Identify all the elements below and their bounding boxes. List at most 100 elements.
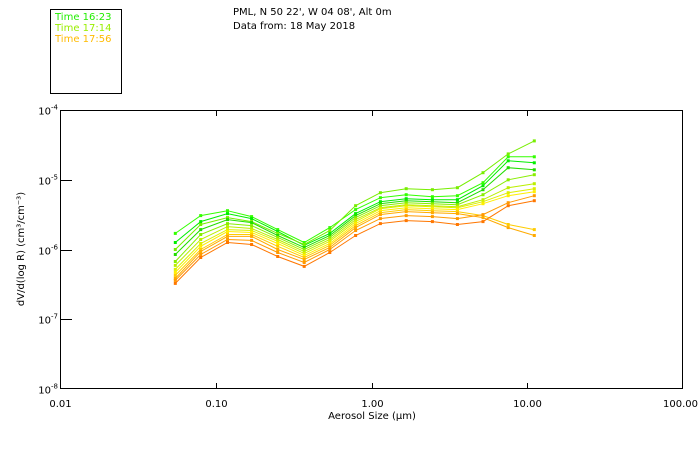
data-point bbox=[481, 181, 485, 185]
data-point bbox=[250, 229, 254, 232]
data-point bbox=[354, 234, 358, 237]
data-point bbox=[532, 199, 536, 203]
data-point bbox=[302, 246, 306, 249]
data-point bbox=[404, 208, 408, 212]
data-point bbox=[276, 242, 280, 245]
data-point bbox=[455, 203, 459, 207]
data-point bbox=[455, 201, 459, 205]
data-point bbox=[328, 251, 332, 254]
data-point bbox=[532, 161, 536, 165]
data-point bbox=[276, 255, 280, 258]
data-point bbox=[199, 256, 203, 259]
data-point bbox=[506, 155, 510, 159]
data-point bbox=[173, 231, 177, 235]
data-point bbox=[276, 235, 280, 239]
data-point bbox=[378, 207, 382, 211]
data-point bbox=[532, 190, 536, 194]
data-point bbox=[226, 241, 229, 244]
data-point bbox=[199, 238, 203, 241]
data-point bbox=[532, 234, 536, 237]
data-point bbox=[302, 243, 306, 246]
x-tick-label: 0.10 bbox=[205, 399, 227, 410]
data-point bbox=[378, 204, 382, 208]
data-point bbox=[430, 202, 434, 206]
data-point bbox=[354, 226, 358, 230]
data-point bbox=[378, 222, 382, 226]
chart-date: Data from: 18 May 2018 bbox=[233, 21, 355, 32]
data-point bbox=[173, 273, 177, 277]
data-point bbox=[250, 243, 254, 246]
data-point bbox=[302, 261, 306, 264]
data-point bbox=[532, 139, 536, 143]
x-axis: 0.01 0.10 1.00 10.00 100.00 bbox=[49, 110, 698, 410]
data-point bbox=[455, 208, 459, 212]
data-point bbox=[199, 228, 203, 232]
data-point bbox=[532, 182, 536, 186]
data-point bbox=[199, 242, 203, 245]
data-point bbox=[328, 243, 332, 247]
data-point bbox=[328, 234, 332, 237]
data-point bbox=[226, 233, 229, 236]
data-point bbox=[481, 213, 485, 217]
data-point bbox=[328, 226, 332, 230]
data-point bbox=[276, 244, 280, 248]
data-point bbox=[199, 223, 203, 226]
data-point bbox=[378, 200, 382, 204]
data-point bbox=[506, 204, 510, 208]
y-axis: 10-4 10-5 10-6 10-7 10-8 bbox=[38, 104, 72, 397]
x-tick-label: 10.00 bbox=[513, 399, 542, 410]
data-point bbox=[481, 171, 485, 175]
data-point bbox=[250, 221, 254, 225]
data-point bbox=[199, 248, 203, 251]
data-point bbox=[455, 210, 459, 214]
data-point bbox=[506, 152, 510, 156]
data-point bbox=[226, 225, 229, 229]
data-point bbox=[354, 220, 358, 224]
data-point bbox=[276, 228, 280, 232]
data-point bbox=[328, 246, 332, 249]
data-point bbox=[199, 233, 203, 236]
data-point bbox=[226, 212, 229, 216]
data-point bbox=[302, 258, 306, 261]
data-point bbox=[430, 207, 434, 211]
data-point bbox=[481, 220, 485, 224]
series-group bbox=[173, 139, 536, 285]
data-point bbox=[378, 217, 382, 221]
data-point bbox=[354, 218, 358, 222]
data-point bbox=[250, 231, 254, 234]
data-point bbox=[430, 215, 434, 219]
data-point bbox=[481, 188, 485, 192]
x-tick-label: 1.00 bbox=[361, 399, 383, 410]
data-point bbox=[302, 248, 306, 251]
data-point bbox=[302, 241, 306, 244]
legend-entry-2: Time 17:56 bbox=[54, 34, 111, 45]
data-point bbox=[354, 214, 358, 218]
data-point bbox=[532, 187, 536, 191]
data-point bbox=[302, 256, 306, 259]
data-point bbox=[173, 253, 177, 256]
data-point bbox=[250, 238, 254, 242]
data-point bbox=[354, 224, 358, 228]
data-point bbox=[481, 202, 485, 206]
data-point bbox=[404, 201, 408, 205]
data-point bbox=[199, 214, 203, 218]
data-point bbox=[354, 208, 358, 212]
data-point bbox=[455, 217, 459, 221]
data-point bbox=[302, 250, 306, 253]
data-point bbox=[378, 202, 382, 206]
data-point bbox=[302, 254, 306, 257]
data-point bbox=[430, 195, 434, 199]
data-point bbox=[354, 212, 358, 216]
x-tick-label: 0.01 bbox=[49, 399, 71, 410]
data-point bbox=[173, 267, 177, 271]
series-line-7 bbox=[174, 191, 535, 273]
data-point bbox=[378, 213, 382, 217]
x-axis-label: Aerosol Size (μm) bbox=[328, 411, 416, 422]
data-point bbox=[506, 166, 510, 170]
data-point bbox=[302, 264, 306, 268]
data-point bbox=[173, 276, 177, 280]
legend-entry-1: Time 17:14 bbox=[54, 23, 111, 34]
data-point bbox=[226, 238, 229, 241]
data-point bbox=[199, 253, 203, 256]
